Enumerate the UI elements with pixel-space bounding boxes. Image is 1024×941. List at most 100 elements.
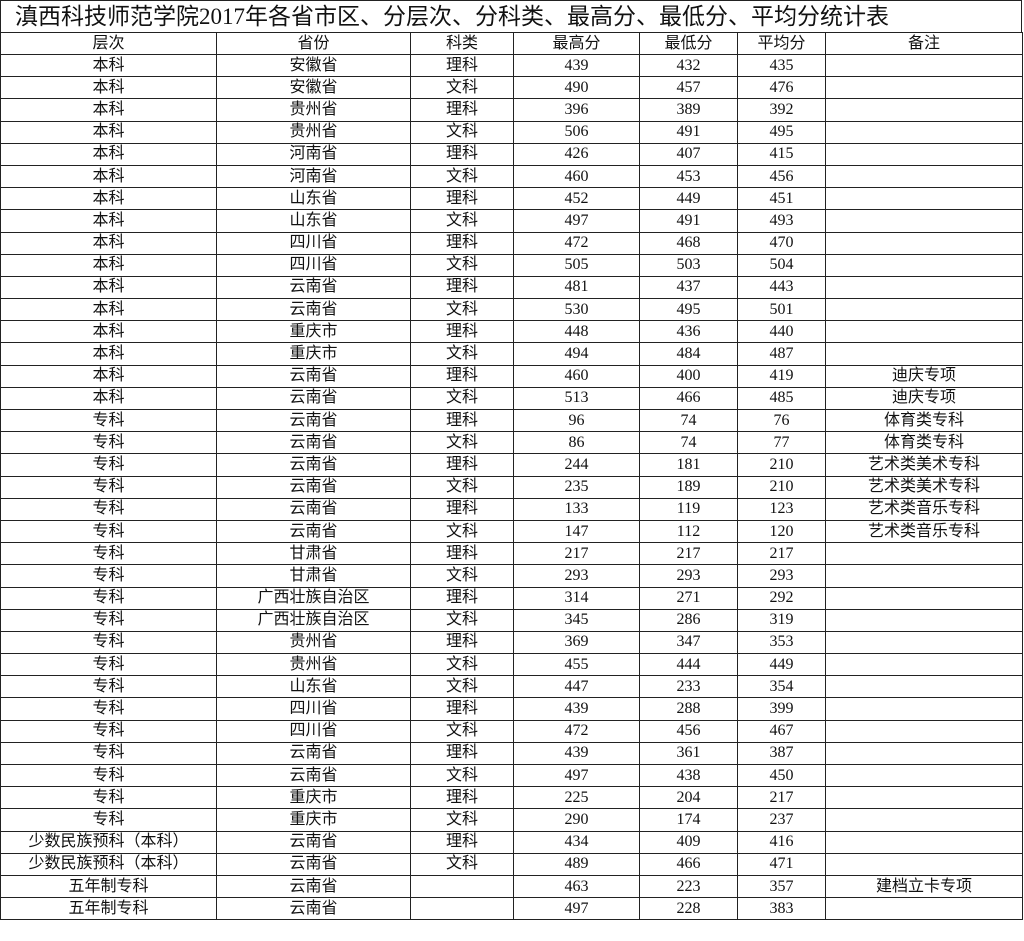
cell-avg-score: 383 — [737, 897, 826, 921]
cell-province: 山东省 — [216, 675, 411, 699]
cell-subject: 理科 — [410, 231, 514, 255]
cell-min-score: 437 — [639, 275, 738, 300]
cell-subject: 理科 — [410, 697, 514, 721]
table-title: 滇西科技师范学院2017年各省市区、分层次、分科类、最高分、最低分、平均分统计表 — [0, 0, 1022, 32]
cell-max-score: 345 — [513, 608, 640, 632]
table-row: 本科 云南省 文科 513 466 485 迪庆专项 — [0, 386, 1023, 411]
table-row: 本科 山东省 理科 452 449 451 — [0, 187, 1023, 211]
cell-province: 云南省 — [216, 431, 411, 455]
cell-level: 五年制专科 — [0, 897, 217, 921]
table-row: 少数民族预科（本科） 云南省 理科 434 409 416 — [0, 830, 1023, 854]
cell-avg-score: 354 — [737, 675, 826, 699]
cell-min-score: 491 — [639, 209, 738, 233]
cell-subject: 理科 — [410, 408, 514, 433]
cell-level: 专科 — [0, 763, 217, 788]
table-row: 专科 贵州省 理科 369 347 353 — [0, 630, 1023, 655]
cell-subject: 理科 — [410, 142, 514, 166]
cell-province: 河南省 — [216, 142, 411, 166]
cell-min-score: 407 — [639, 142, 738, 166]
cell-subject: 文科 — [410, 164, 514, 189]
cell-max-score: 439 — [513, 741, 640, 766]
cell-min-score: 204 — [639, 786, 738, 810]
cell-level: 本科 — [0, 275, 217, 300]
cell-note — [825, 675, 1023, 699]
cell-level: 专科 — [0, 786, 217, 810]
cell-province: 云南省 — [216, 408, 411, 433]
cell-province: 贵州省 — [216, 98, 411, 122]
cell-min-score: 453 — [639, 164, 738, 189]
cell-max-score: 434 — [513, 830, 640, 854]
cell-min-score: 271 — [639, 586, 738, 610]
cell-avg-score: 495 — [737, 120, 826, 144]
table-row: 本科 山东省 文科 497 491 493 — [0, 209, 1023, 233]
cell-subject: 文科 — [410, 342, 514, 366]
header-row: 层次 省份 科类 最高分 最低分 平均分 备注 — [0, 32, 1023, 55]
cell-avg-score: 210 — [737, 453, 826, 477]
cell-province: 云南省 — [216, 741, 411, 766]
cell-province: 贵州省 — [216, 630, 411, 655]
table-row: 专科 四川省 理科 439 288 399 — [0, 697, 1023, 721]
cell-max-score: 489 — [513, 852, 640, 876]
cell-note: 迪庆专项 — [825, 364, 1023, 388]
table-row: 五年制专科 云南省 497 228 383 — [0, 897, 1023, 921]
cell-max-score: 513 — [513, 386, 640, 411]
cell-max-score: 460 — [513, 364, 640, 388]
cell-max-score: 472 — [513, 231, 640, 255]
cell-level: 本科 — [0, 209, 217, 233]
cell-note — [825, 342, 1023, 366]
cell-note — [825, 586, 1023, 610]
cell-note — [825, 741, 1023, 766]
column-header-max-score: 最高分 — [513, 32, 640, 55]
cell-avg-score: 237 — [737, 808, 826, 832]
cell-subject: 理科 — [410, 497, 514, 521]
cell-note: 艺术类美术专科 — [825, 453, 1023, 477]
cell-province: 甘肃省 — [216, 542, 411, 566]
cell-subject: 理科 — [410, 630, 514, 655]
cell-min-score: 457 — [639, 76, 738, 100]
cell-min-score: 495 — [639, 298, 738, 322]
cell-min-score: 436 — [639, 320, 738, 344]
cell-avg-score: 440 — [737, 320, 826, 344]
cell-note — [825, 142, 1023, 166]
cell-avg-score: 449 — [737, 653, 826, 677]
cell-subject: 文科 — [410, 808, 514, 832]
cell-max-score: 530 — [513, 298, 640, 322]
cell-min-score: 389 — [639, 98, 738, 122]
table-row: 专科 四川省 文科 472 456 467 — [0, 719, 1023, 743]
cell-subject: 文科 — [410, 386, 514, 411]
cell-max-score: 448 — [513, 320, 640, 344]
cell-level: 专科 — [0, 630, 217, 655]
cell-min-score: 503 — [639, 253, 738, 277]
cell-note — [825, 608, 1023, 632]
table-row: 专科 贵州省 文科 455 444 449 — [0, 653, 1023, 677]
table-row: 少数民族预科（本科） 云南省 文科 489 466 471 — [0, 852, 1023, 876]
cell-avg-score: 504 — [737, 253, 826, 277]
cell-level: 五年制专科 — [0, 874, 217, 899]
cell-level: 专科 — [0, 475, 217, 499]
cell-min-score: 189 — [639, 475, 738, 499]
cell-province: 云南省 — [216, 386, 411, 411]
cell-min-score: 217 — [639, 542, 738, 566]
cell-note — [825, 630, 1023, 655]
table-row: 专科 云南省 理科 244 181 210 艺术类美术专科 — [0, 453, 1023, 477]
cell-min-score: 468 — [639, 231, 738, 255]
cell-max-score: 439 — [513, 53, 640, 78]
cell-avg-score: 456 — [737, 164, 826, 189]
cell-max-score: 293 — [513, 564, 640, 588]
cell-max-score: 481 — [513, 275, 640, 300]
cell-subject: 文科 — [410, 675, 514, 699]
cell-min-score: 181 — [639, 453, 738, 477]
cell-avg-score: 485 — [737, 386, 826, 411]
cell-province: 广西壮族自治区 — [216, 608, 411, 632]
column-header-avg-score: 平均分 — [737, 32, 826, 55]
table-row: 专科 广西壮族自治区 文科 345 286 319 — [0, 608, 1023, 632]
cell-avg-score: 435 — [737, 53, 826, 78]
cell-max-score: 460 — [513, 164, 640, 189]
cell-subject: 理科 — [410, 830, 514, 854]
column-header-level: 层次 — [0, 32, 217, 55]
cell-min-score: 347 — [639, 630, 738, 655]
cell-level: 专科 — [0, 586, 217, 610]
cell-note — [825, 98, 1023, 122]
cell-avg-score: 77 — [737, 431, 826, 455]
cell-note — [825, 187, 1023, 211]
